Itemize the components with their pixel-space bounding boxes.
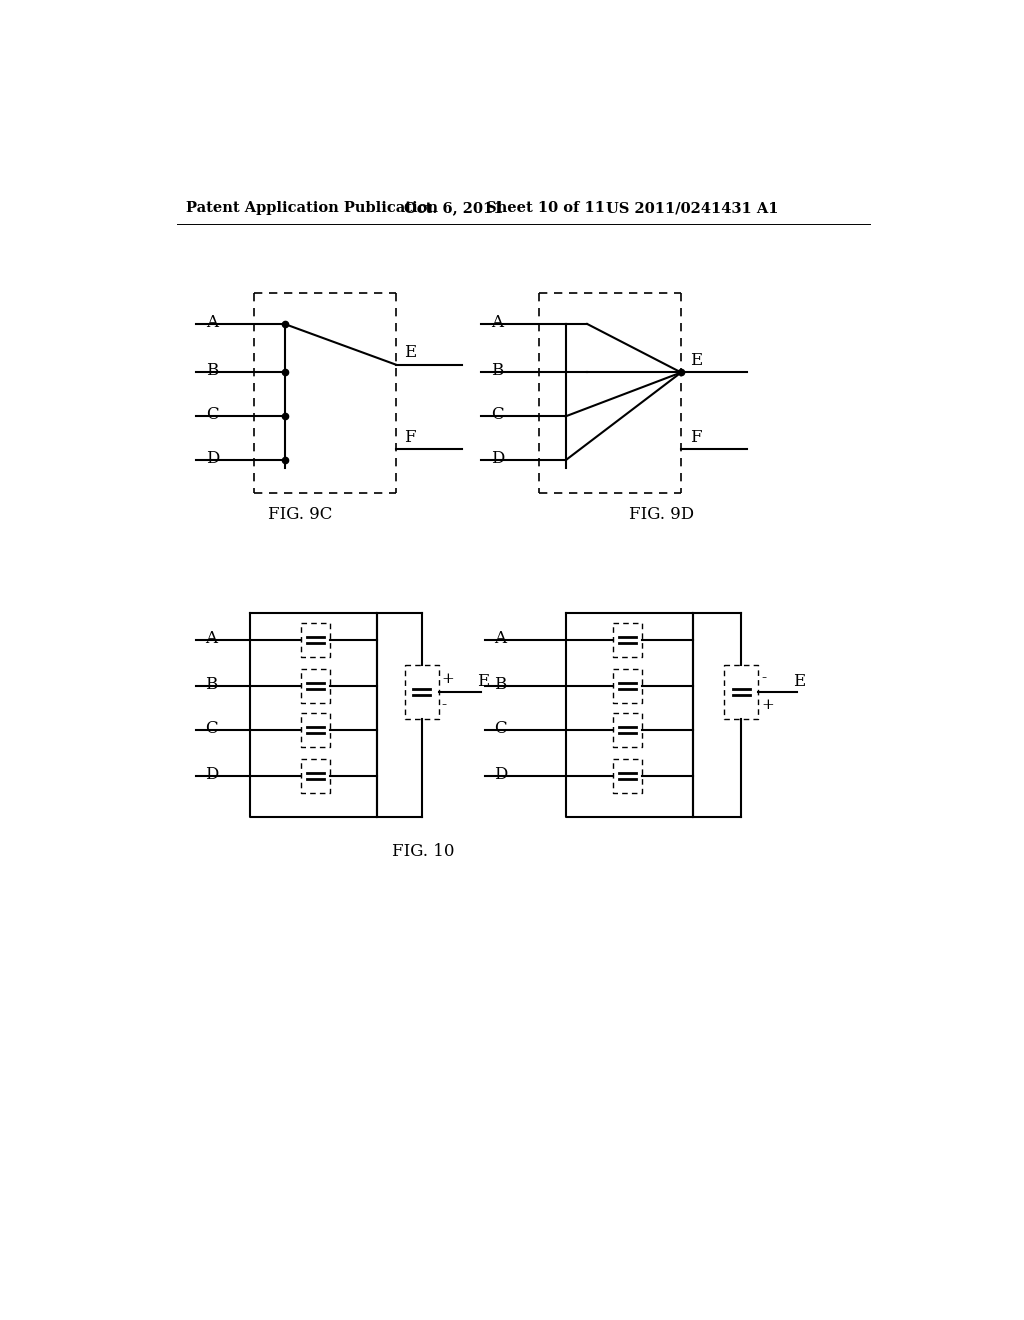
Text: B: B (494, 676, 506, 693)
Text: E: E (793, 673, 805, 690)
Text: +: + (761, 698, 774, 713)
Text: E: E (477, 673, 489, 690)
Text: A: A (205, 630, 217, 647)
Text: -: - (761, 672, 766, 685)
Text: C: C (206, 407, 219, 424)
Text: FIG. 10: FIG. 10 (392, 843, 455, 859)
Text: FIG. 9C: FIG. 9C (267, 506, 332, 523)
Text: E: E (403, 345, 416, 360)
Text: +: + (441, 672, 455, 685)
Text: FIG. 9D: FIG. 9D (630, 506, 694, 523)
Text: US 2011/0241431 A1: US 2011/0241431 A1 (606, 202, 779, 215)
Text: A: A (494, 630, 506, 647)
Text: Sheet 10 of 11: Sheet 10 of 11 (486, 202, 605, 215)
Text: F: F (690, 429, 702, 446)
Text: D: D (490, 450, 504, 467)
Text: -: - (441, 698, 446, 713)
Text: C: C (205, 719, 218, 737)
Text: D: D (205, 766, 219, 783)
Text: C: C (490, 407, 504, 424)
Text: A: A (490, 314, 503, 331)
Text: D: D (494, 766, 507, 783)
Text: B: B (205, 676, 217, 693)
Text: Patent Application Publication: Patent Application Publication (186, 202, 438, 215)
Text: B: B (490, 363, 503, 379)
Text: B: B (206, 363, 218, 379)
Text: Oct. 6, 2011: Oct. 6, 2011 (403, 202, 504, 215)
Text: A: A (206, 314, 218, 331)
Text: C: C (494, 719, 507, 737)
Text: E: E (690, 351, 702, 368)
Text: D: D (206, 450, 219, 467)
Text: F: F (403, 429, 416, 446)
